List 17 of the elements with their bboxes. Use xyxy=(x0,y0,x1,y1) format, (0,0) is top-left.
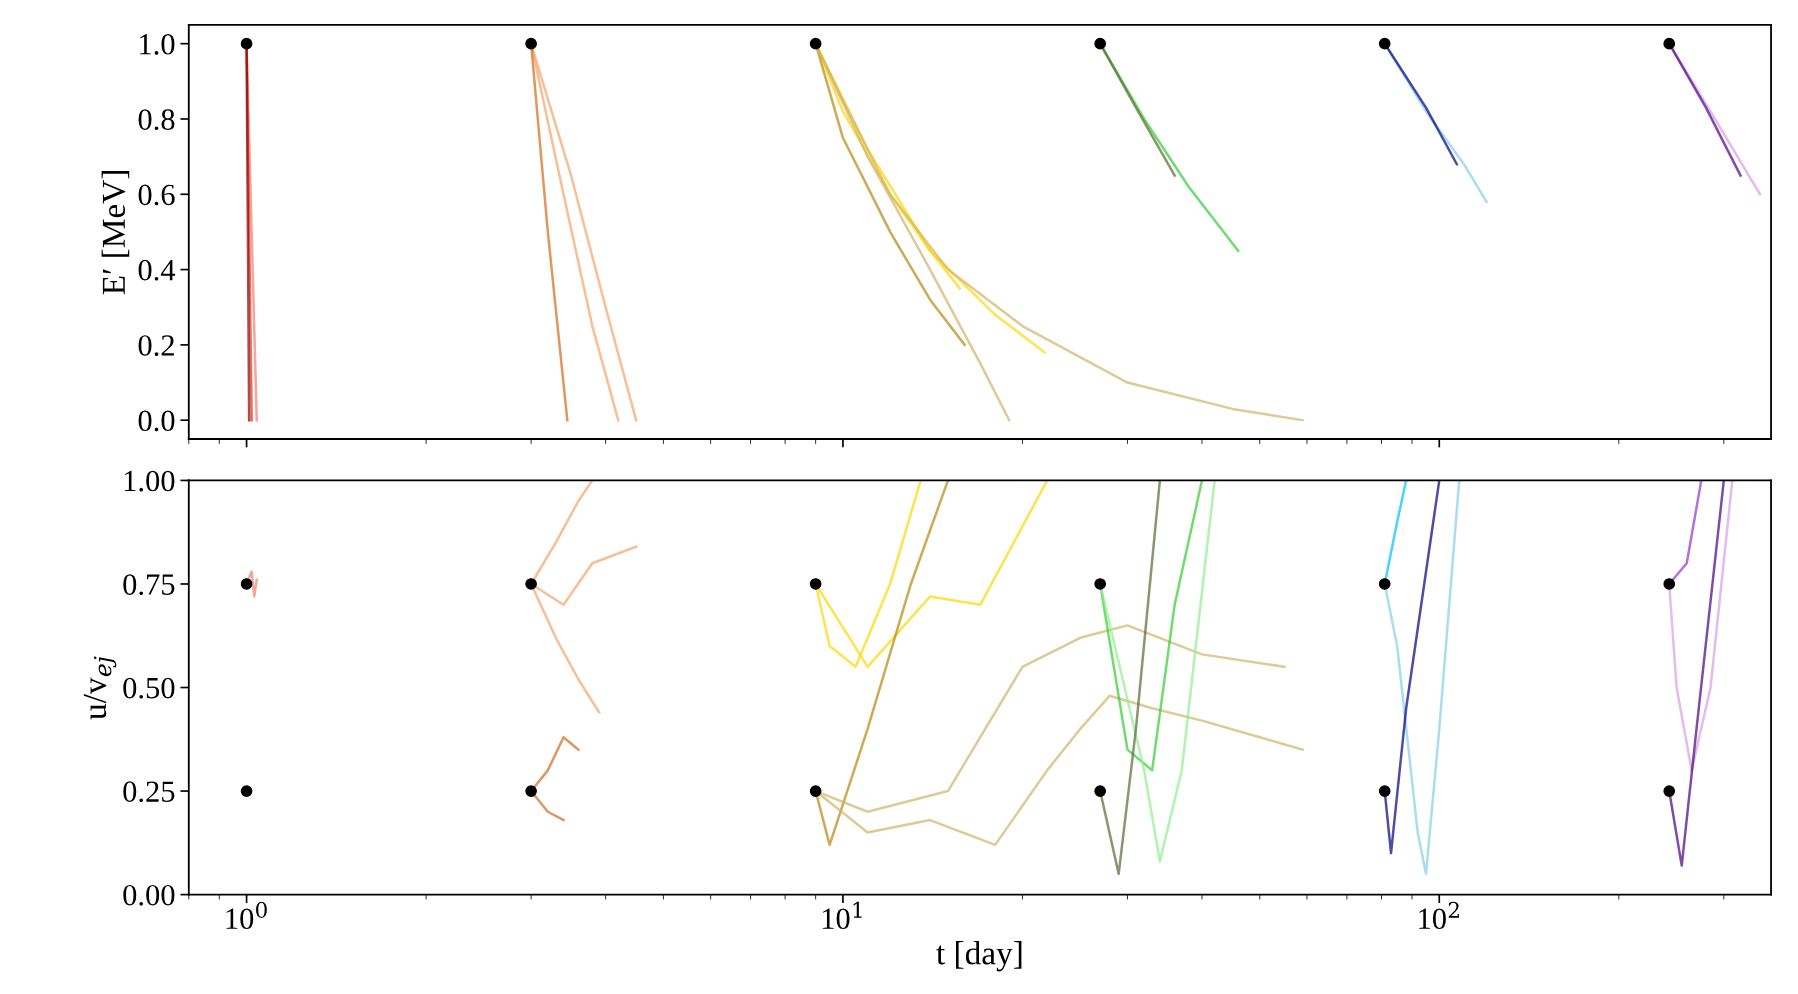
x-tick-label: 10$^{1}$ xyxy=(822,901,862,930)
y-tick-label: 0.6 xyxy=(138,184,175,206)
y-tick-label: 0.50 xyxy=(123,677,175,699)
y-tick-label: 0.0 xyxy=(138,410,175,432)
y-axis-title: u/v$_{ej}$ xyxy=(83,656,117,720)
y-tick-label: 1.0 xyxy=(140,33,175,55)
y-tick-label: 0.8 xyxy=(138,109,175,131)
x-tick-label: 10$^{0}$ xyxy=(226,901,267,930)
y-tick-label: 0.75 xyxy=(123,574,175,596)
y-tick-label: 0.2 xyxy=(138,335,174,356)
y-tick-label: 1.00 xyxy=(124,470,175,492)
y-tick-label: 0.4 xyxy=(138,259,176,281)
x-axis-title: t [day] xyxy=(936,941,1022,972)
y-tick-label: 0.00 xyxy=(123,884,175,906)
y-tick-label: 0.25 xyxy=(123,781,175,803)
y-axis-title: E′ [MeV] xyxy=(101,171,130,295)
x-tick-label: 10$^{2}$ xyxy=(1419,901,1459,930)
